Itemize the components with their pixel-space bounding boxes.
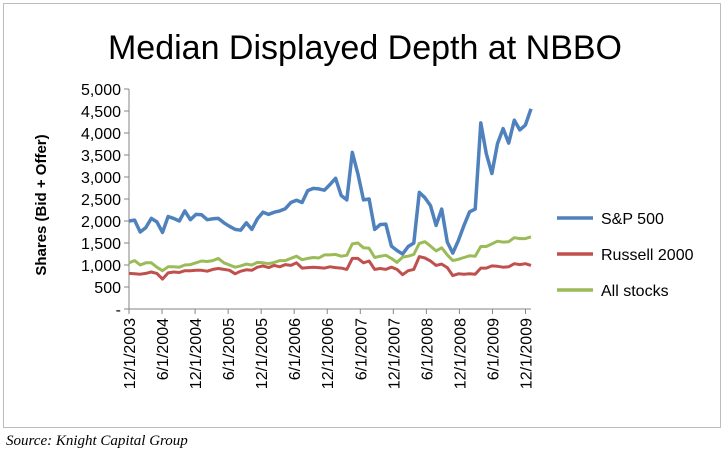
x-tick-label: 12/1/2003 bbox=[122, 318, 139, 389]
legend-label-s-p-500: S&P 500 bbox=[601, 211, 664, 228]
x-tick-label: 6/1/2007 bbox=[353, 318, 370, 380]
y-tick-label: 4,000 bbox=[81, 126, 121, 143]
y-tick-label: 3,500 bbox=[81, 148, 121, 165]
x-tick-label: 6/1/2006 bbox=[287, 318, 304, 380]
source-note: Source: Knight Capital Group bbox=[6, 433, 188, 449]
y-tick-label: 4,500 bbox=[81, 104, 121, 121]
x-tick-label: 12/1/2006 bbox=[320, 318, 337, 389]
series-line-s-p-500 bbox=[128, 108, 533, 256]
legend-label-all-stocks: All stocks bbox=[601, 283, 669, 300]
series-line-all-stocks bbox=[128, 235, 532, 273]
y-tick-label: - bbox=[116, 302, 121, 319]
y-tick-label: 3,000 bbox=[81, 170, 121, 187]
chart-title: Median Displayed Depth at NBBO bbox=[108, 29, 622, 67]
y-tick-label: 1,000 bbox=[81, 258, 121, 275]
line-chart: Median Displayed Depth at NBBO Shares (B… bbox=[33, 29, 694, 389]
y-tick-label: 2,500 bbox=[81, 192, 121, 209]
y-tick-label: 500 bbox=[94, 280, 121, 297]
x-tick-label: 12/1/2008 bbox=[452, 318, 469, 389]
y-axis-title: Shares (Bid + Offer) bbox=[33, 134, 50, 275]
x-tick-label: 6/1/2004 bbox=[155, 318, 172, 380]
plot-area: - 500 1,000 1,500 2,000 2,500 3,000 3,500 4,000 4… bbox=[81, 82, 536, 389]
x-tick-label: 12/1/2004 bbox=[188, 318, 205, 389]
legend-label-russell-2000: Russell 2000 bbox=[601, 247, 694, 264]
series-line-russell-2000 bbox=[128, 255, 532, 281]
chart-frame: Median Displayed Depth at NBBO Shares (B… bbox=[3, 3, 721, 428]
x-tick-label: 6/1/2009 bbox=[485, 318, 502, 380]
legend: S&P 500 Russell 2000 All stocks bbox=[557, 211, 694, 300]
y-tick-label: 2,000 bbox=[81, 214, 121, 231]
y-tick-label: 5,000 bbox=[81, 82, 121, 99]
x-tick-label: 12/1/2009 bbox=[518, 318, 535, 389]
x-tick-label: 6/1/2008 bbox=[419, 318, 436, 380]
x-tick-label: 12/1/2005 bbox=[254, 318, 271, 389]
y-tick-label: 1,500 bbox=[81, 236, 121, 253]
x-tick-label: 6/1/2005 bbox=[221, 318, 238, 380]
x-tick-label: 12/1/2007 bbox=[386, 318, 403, 389]
